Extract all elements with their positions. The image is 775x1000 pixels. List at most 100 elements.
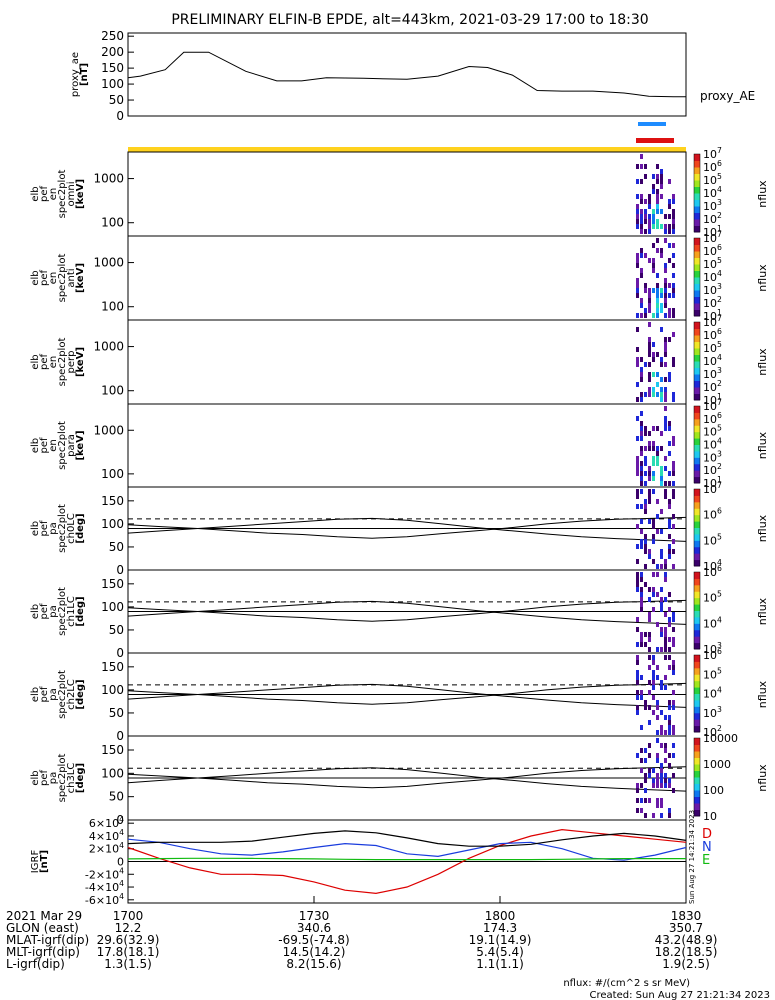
created-note: Created: Sun Aug 27 21:21:34 2023 xyxy=(590,990,770,1000)
heatmap-cell xyxy=(664,632,667,637)
heatmap-cell xyxy=(664,263,667,268)
units-note: nflux: #/(cm^2 s sr MeV) xyxy=(563,978,690,989)
y-axis-label-line: en xyxy=(48,272,59,285)
heatmap-cell xyxy=(652,489,655,494)
heatmap-cell xyxy=(668,451,671,456)
y-axis-label-line: pef xyxy=(39,354,50,371)
heatmap-cell xyxy=(656,273,659,278)
heatmap-cell xyxy=(652,224,655,229)
heatmap-cell xyxy=(656,382,659,387)
colorbar-tick-label: 104 xyxy=(703,615,722,630)
y-tick-label: 250 xyxy=(101,29,124,43)
y-axis-label-line: elb xyxy=(30,687,41,702)
y-tick-label: 100 xyxy=(101,600,124,614)
heatmap-cell xyxy=(668,519,671,524)
heatmap-cell xyxy=(644,209,647,214)
heatmap-cell xyxy=(636,559,639,564)
heatmap-cell xyxy=(644,758,647,763)
loss-cone-line xyxy=(127,767,687,792)
heatmap-cell xyxy=(660,647,663,652)
colorbar-tick-label: 106 xyxy=(703,647,722,662)
heatmap-cell xyxy=(660,685,663,690)
heatmap-cell xyxy=(664,362,667,367)
colorbar-segment xyxy=(694,642,700,650)
x-axis-row-label: 2021 Mar 29 xyxy=(6,909,82,923)
heatmap-cell xyxy=(640,471,643,476)
y-axis-label-line: en xyxy=(48,356,59,369)
heatmap-cell xyxy=(660,597,663,602)
heatmap-cell xyxy=(660,743,663,748)
heatmap-cell xyxy=(640,695,643,700)
colorbar-segment xyxy=(694,393,700,401)
heatmap-cell xyxy=(636,577,639,582)
y-axis-label-line: perp xyxy=(66,351,77,374)
heatmap-cell xyxy=(648,214,651,219)
heatmap-cell xyxy=(640,466,643,471)
colorbar-segment xyxy=(694,444,700,452)
colorbar-elb_pef_pa_spec2plot_ch1LC: 106 105 104 103 nflux xyxy=(693,564,769,656)
heatmap-cell xyxy=(668,243,671,248)
colorbar-segment xyxy=(694,212,700,220)
colorbar-segment xyxy=(694,367,700,375)
heatmap-cell xyxy=(664,675,667,680)
heatmap-cell xyxy=(660,392,663,397)
heatmap-cell xyxy=(636,753,639,758)
y-tick-label: 150 xyxy=(101,61,124,75)
heatmap-cell xyxy=(664,293,667,298)
heatmap-cell xyxy=(644,798,647,803)
heatmap-cell xyxy=(668,705,671,710)
heatmap-cell xyxy=(664,288,667,293)
colorbar-segment xyxy=(694,719,700,727)
heatmap-cell xyxy=(672,637,675,642)
heatmap-cell xyxy=(668,763,671,768)
heatmap-cell xyxy=(640,436,643,441)
heatmap-cell xyxy=(652,680,655,685)
heatmap-cell xyxy=(640,273,643,278)
colorbar-segment xyxy=(694,616,700,624)
y-tick-label: 4×104 xyxy=(89,828,124,843)
colorbar-tick-label: 104 xyxy=(703,437,722,452)
heatmap-cell xyxy=(652,587,655,592)
heatmap-cell xyxy=(664,456,667,461)
heatmap-cell xyxy=(668,637,671,642)
heatmap-cell xyxy=(656,753,659,758)
colorbar-segment xyxy=(694,572,700,579)
heatmap-cell xyxy=(636,456,639,461)
heatmap-cell xyxy=(664,387,667,392)
heatmap-cell xyxy=(668,592,671,597)
heatmap-cell xyxy=(660,476,663,481)
heatmap-cell xyxy=(660,587,663,592)
y-axis-label-line: pef xyxy=(39,270,50,287)
heatmap-cell xyxy=(644,426,647,431)
heatmap-cell xyxy=(672,471,675,476)
heatmap-cell xyxy=(648,322,651,327)
heatmap-cell xyxy=(636,675,639,680)
heatmap-cell xyxy=(668,544,671,549)
colorbar-frame xyxy=(693,571,701,650)
heatmap-cell xyxy=(668,715,671,720)
heatmap-cell xyxy=(660,710,663,715)
y-tick-label: 150 xyxy=(101,494,124,508)
y-tick-label: -2×104 xyxy=(85,866,124,881)
y-tick-label: 50 xyxy=(109,93,124,107)
heatmap-cell xyxy=(672,283,675,288)
colorbar-segment xyxy=(694,328,700,336)
heatmap-cell xyxy=(652,519,655,524)
panel-proxy_ae: proxy_ae[nT] 0 50 100 150 200 250 proxy_AE xyxy=(70,29,755,123)
heatmap-cell xyxy=(640,431,643,436)
heatmap-cell xyxy=(636,258,639,263)
heatmap-cell xyxy=(652,209,655,214)
y-axis-label-line: pef xyxy=(39,603,50,620)
y-axis-label-line: proxy_ae xyxy=(70,52,81,97)
colorbar-segment xyxy=(694,173,700,181)
heatmap-cell xyxy=(656,499,659,504)
heatmap-cell xyxy=(656,529,659,534)
colorbar-label: nflux xyxy=(756,431,769,459)
heatmap-cell xyxy=(656,798,659,803)
heatmap-cell xyxy=(672,665,675,670)
y-axis-label-line: [keV] xyxy=(75,430,86,460)
colorbar-segment xyxy=(694,584,700,592)
heatmap-cell xyxy=(672,753,675,758)
